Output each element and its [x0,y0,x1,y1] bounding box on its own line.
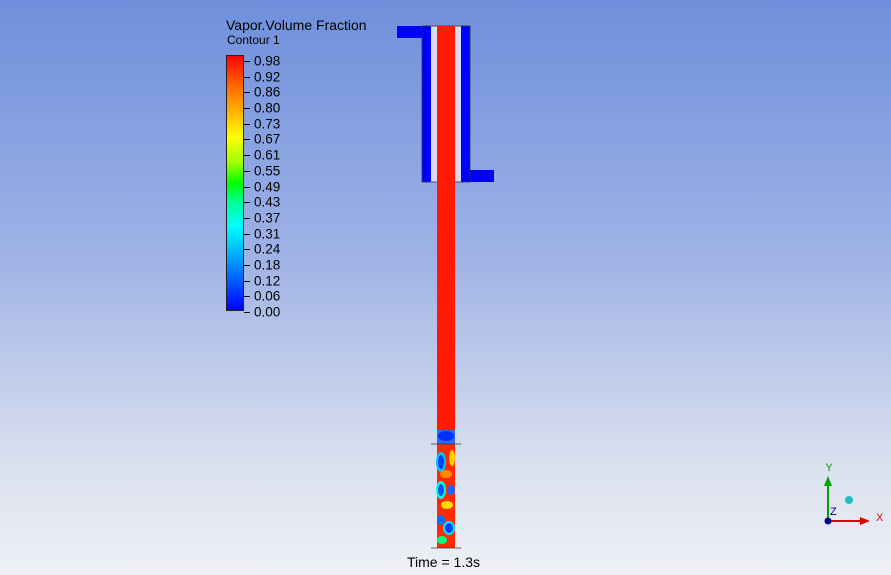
colorbar-tick-label: 0.55 [254,163,281,179]
colorbar [226,55,244,311]
colorbar-tick-mark [244,139,250,141]
axis-triad: Y X Z [824,462,884,525]
colorbar-tick-label: 0.98 [254,53,281,69]
colorbar-tick-mark [244,312,250,313]
colorbar-tick-mark [244,233,250,235]
axis-y-label: Y [825,462,833,474]
outer-channel-left [422,26,431,182]
z-axis-dot [824,517,832,525]
riser-column [437,26,455,446]
colorbar-tick-label: 0.00 [254,304,281,320]
colorbar-tick-label: 0.92 [254,68,281,84]
mixing-region [431,430,461,549]
colorbar-tick-mark [244,186,250,188]
manifold-gap-left [431,26,437,182]
colorbar-tick-label: 0.06 [254,288,281,304]
colorbar-tick-mark [244,170,250,172]
outlet-right-arm [461,170,494,182]
colorbar-tick-label: 0.37 [254,210,281,226]
colorbar-tick-mark [244,202,250,204]
axis-x-label: X [876,512,884,524]
axis-z-label: Z [830,506,837,518]
inlet-left-arm [397,26,422,38]
colorbar-tick-label: 0.49 [254,178,281,194]
colorbar-tick-mark [244,249,250,251]
colorbar-tick-label: 0.80 [254,100,281,116]
colorbar-tick-label: 0.24 [254,241,281,257]
colorbar-tick-label: 0.61 [254,147,281,163]
colorbar-tick-mark [244,217,250,219]
manifold-gap-right [455,26,461,182]
triad-sphere [845,496,853,504]
outer-channel-right [461,26,470,182]
colorbar-tick-label: 0.18 [254,257,281,273]
colorbar-tick-mark [244,264,250,266]
colorbar-tick-label: 0.73 [254,116,281,131]
legend-title: Vapor.Volume Fraction [226,17,367,33]
colorbar-tick-label: 0.43 [254,194,281,210]
colorbar-tick-label: 0.31 [254,225,281,241]
time-label: Time = 1.3s [407,554,481,570]
colorbar-tick-label: 0.86 [254,84,281,100]
colorbar-tick-mark [244,280,250,282]
colorbar-tick-mark [244,155,250,157]
colorbar-tick-mark [244,61,250,62]
colorbar-tick-mark [244,123,250,125]
colorbar-tick-mark [244,76,250,78]
colorbar-tick-mark [244,92,250,94]
colorbar-ticks: 0.98 0.92 0.86 0.80 0.73 0.67 0.61 0.55 0.49 0.43… [244,53,304,318]
colorbar-tick-mark [244,296,250,298]
colorbar-tick-mark [244,108,250,110]
colorbar-tick-label: 0.67 [254,131,281,147]
colorbar-tick-label: 0.12 [254,272,281,288]
legend-subtitle: Contour 1 [227,33,280,47]
